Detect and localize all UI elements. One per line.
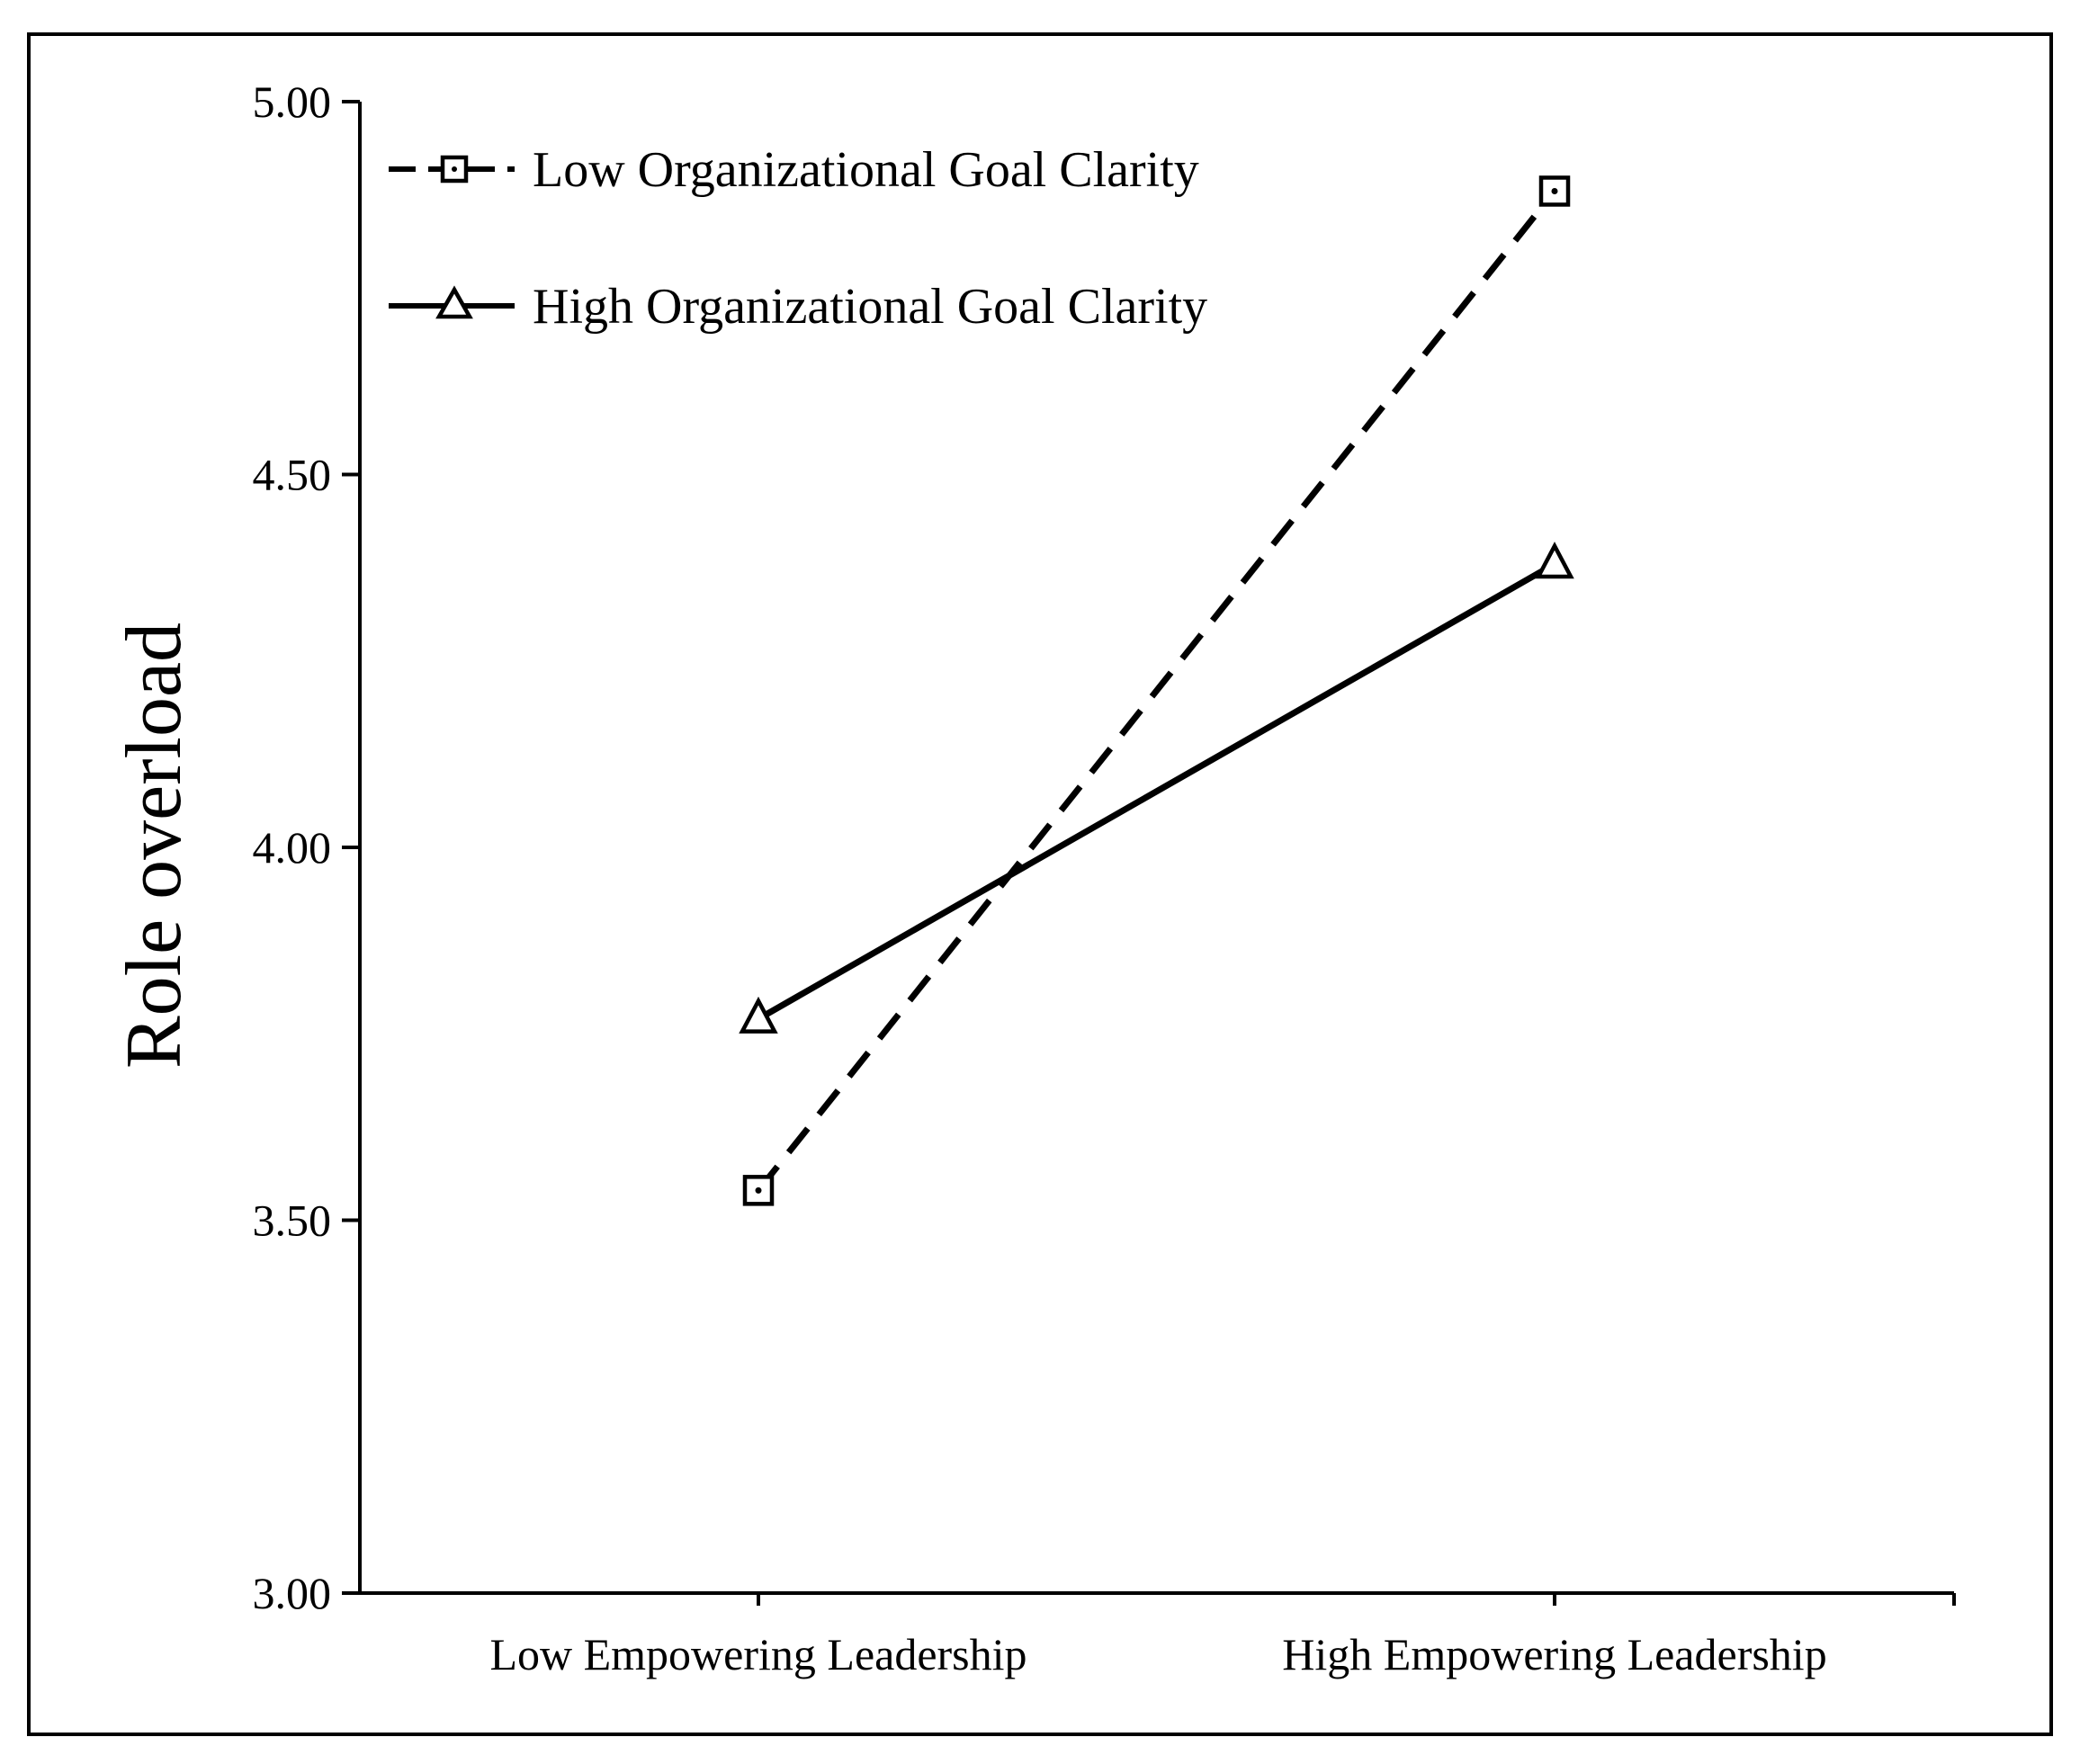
legend-label: Low Organizational Goal Clarity xyxy=(533,142,1199,198)
legend-label: High Organizational Goal Clarity xyxy=(533,279,1207,335)
y-tick-label: 4.50 xyxy=(253,450,332,500)
figure-frame xyxy=(27,32,2053,1736)
series-high-goal-clarity xyxy=(739,542,1574,1034)
data-point-square-dot xyxy=(1551,187,1558,194)
y-tick-label: 3.50 xyxy=(253,1195,332,1246)
series-line xyxy=(757,560,1556,1022)
data-point-square-dot xyxy=(755,1186,762,1194)
series-lines xyxy=(739,175,1574,1206)
series-line xyxy=(756,189,1557,1193)
legend-item: High Organizational Goal Clarity xyxy=(389,279,1207,335)
y-tick-label: 3.00 xyxy=(253,1568,332,1618)
data-point-triangle xyxy=(739,996,778,1034)
legend-triangle-marker xyxy=(435,285,473,319)
y-axis-title: Role overload xyxy=(111,622,198,1069)
legend: Low Organizational Goal Clarity High Orga… xyxy=(389,142,1207,335)
data-point-square xyxy=(1538,175,1571,207)
y-tick-label: 5.00 xyxy=(253,76,332,127)
y-tick-label: 4.00 xyxy=(253,822,332,873)
axes: 3.00 3.50 4.00 4.50 5.00 Low Empowering Leade… xyxy=(253,76,1956,1679)
legend-square-marker-dot xyxy=(452,166,457,172)
legend-item: Low Organizational Goal Clarity xyxy=(389,142,1199,198)
x-tick-label: Low Empowering Leadership xyxy=(489,1629,1027,1679)
data-point-triangle xyxy=(1535,542,1574,579)
series-low-goal-clarity xyxy=(742,175,1571,1206)
x-tick-label: High Empowering Leadership xyxy=(1282,1629,1826,1679)
